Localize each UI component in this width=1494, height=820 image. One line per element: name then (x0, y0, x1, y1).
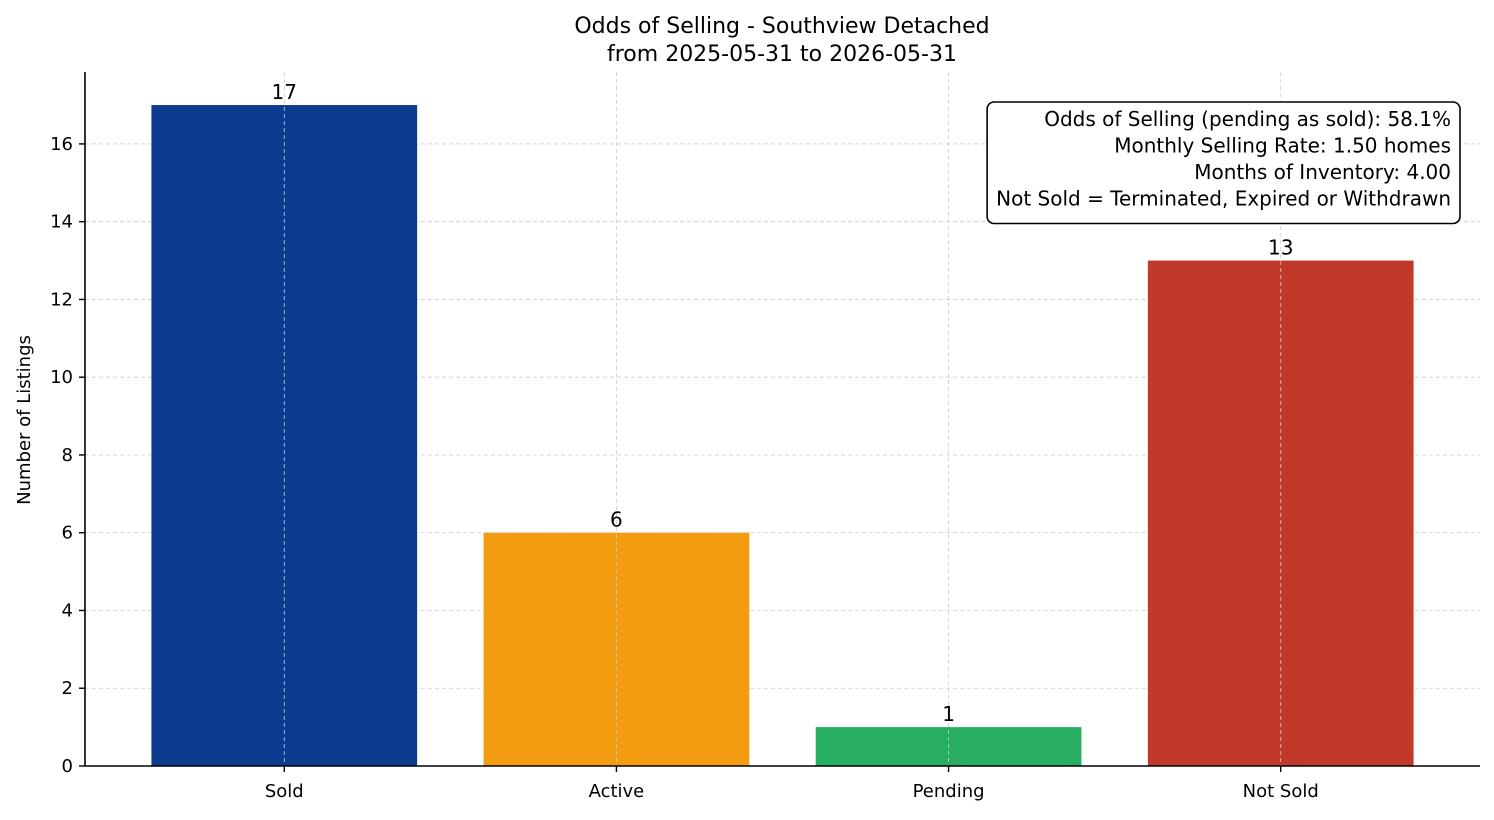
x-tick-label: Not Sold (1243, 781, 1319, 802)
y-axis-label: Number of Listings (14, 335, 35, 505)
bar-sold (151, 105, 418, 767)
axes-layer (84, 72, 1480, 767)
info-box-frame (986, 101, 1461, 225)
chart-subtitle: from 2025-05-31 to 2026-05-31 (607, 42, 957, 67)
y-tick-label: 0 (62, 756, 73, 777)
x-tick-label: Active (589, 781, 645, 802)
y-tick-label: 12 (50, 289, 73, 310)
x-tick-label: Sold (265, 781, 304, 802)
y-tick-label: 10 (50, 367, 73, 388)
info-box-line: Not Sold = Terminated, Expired or Withdr… (996, 187, 1451, 211)
y-tick-label: 14 (50, 212, 73, 233)
info-box-line: Months of Inventory: 4.00 (1194, 160, 1451, 184)
bar-value-label: 6 (610, 508, 623, 532)
chart-title: Odds of Selling - Southview Detached (574, 14, 989, 39)
y-tick-label: 16 (50, 134, 73, 155)
y-tick-label: 4 (62, 600, 73, 621)
bar-value-label: 1 (942, 702, 955, 726)
bar-value-label: 17 (272, 80, 297, 104)
info-box-line: Odds of Selling (pending as sold): 58.1% (1044, 107, 1451, 131)
y-tick-label: 8 (62, 445, 73, 466)
y-tick-label: 2 (62, 678, 73, 699)
bar-labels-layer: 17 6 1 13 (272, 80, 1294, 726)
x-tick-label: Pending (913, 781, 985, 802)
bar-value-label: 13 (1268, 236, 1293, 260)
y-tick-label: 6 (62, 523, 73, 544)
info-box-line: Monthly Selling Rate: 1.50 homes (1114, 134, 1451, 158)
info-box: Odds of Selling (pending as sold): 58.1%… (986, 101, 1461, 225)
